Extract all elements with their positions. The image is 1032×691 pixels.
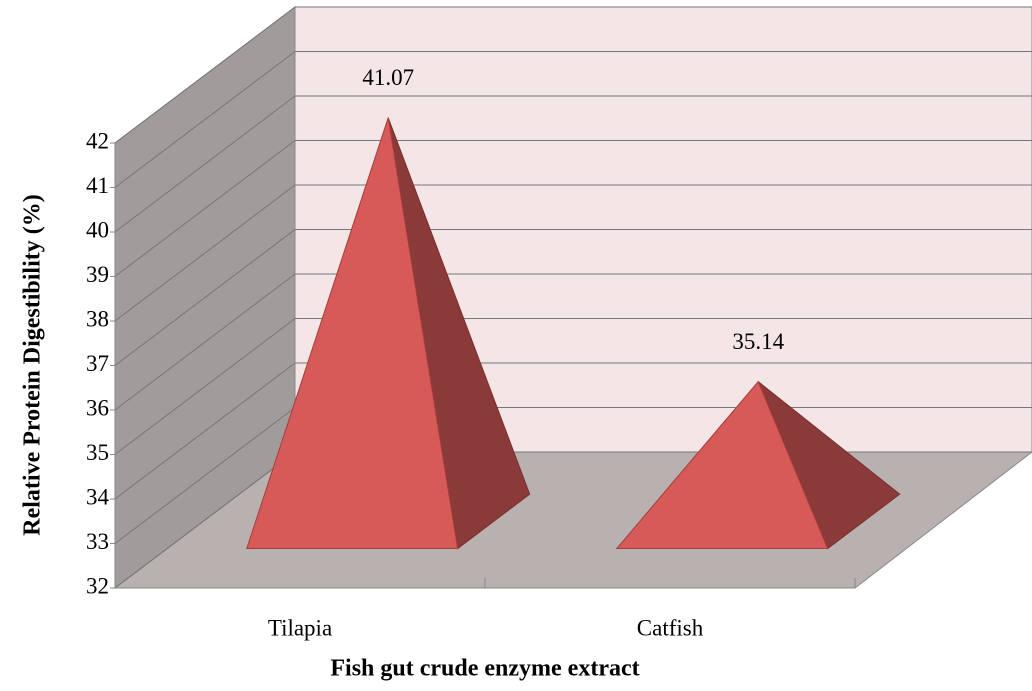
y-tick-label: 41 [86,173,109,198]
x-tick-label: Catfish [637,615,704,640]
grid-line [114,273,296,411]
grid-line [114,318,296,455]
grid-line [114,51,296,188]
grid-line [114,140,296,277]
grid-line [114,451,296,589]
y-tick-label: 33 [86,529,109,554]
y-tick-label: 40 [86,217,109,242]
y-tick-label: 32 [86,573,109,598]
data-label: 35.14 [732,329,784,354]
pyramid-front [615,380,829,550]
y-tick-label: 35 [86,440,109,465]
pyramid-front [246,117,459,550]
data-label: 41.07 [362,65,414,90]
grid-line [114,95,296,233]
x-axis-title: Fish gut crude enzyme extract [330,656,639,682]
y-axis-title: Relative Protein Digestibility (%) [20,194,46,535]
y-tick-label: 34 [86,484,110,509]
y-tick-label: 39 [86,262,109,287]
y-tick-label: 38 [86,306,109,331]
grid-line [114,229,296,366]
y-tick-label: 42 [86,128,109,153]
y-tick-label: 37 [86,351,109,376]
grid-line [114,362,296,500]
grid-line [114,184,296,322]
x-tick-label: Tilapia [268,615,332,640]
y-tick-label: 36 [86,395,109,420]
grid-line [114,6,296,144]
grid-line [114,407,296,544]
